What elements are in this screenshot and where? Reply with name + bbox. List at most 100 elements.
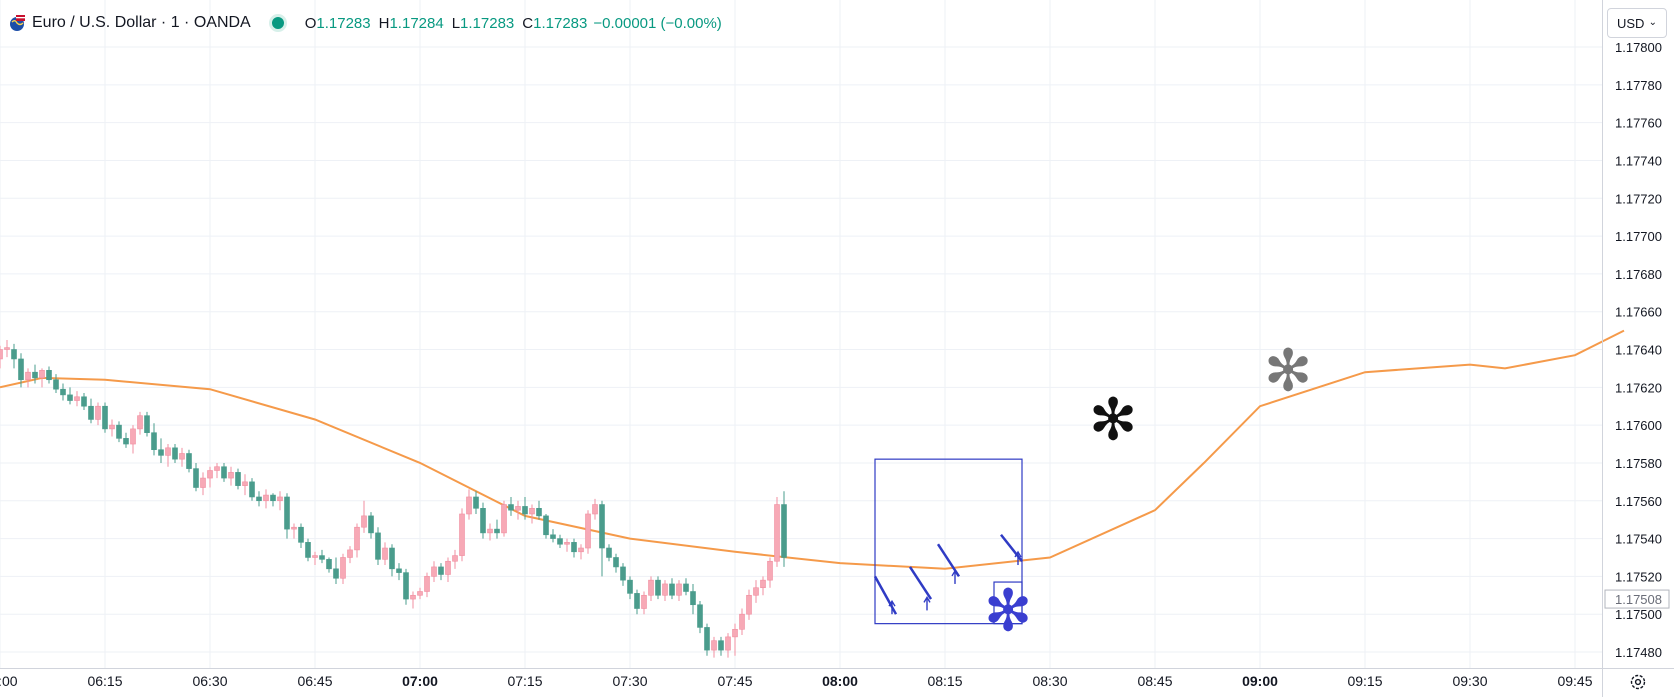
candle-down — [53, 374, 59, 393]
candle-down — [557, 534, 563, 549]
time-tick-label: 07:00 — [402, 673, 438, 689]
candle-down — [305, 538, 311, 562]
current-price-label: 1.17508 — [1615, 592, 1662, 607]
candle-body — [137, 415, 143, 430]
candle-down — [403, 568, 409, 605]
candle-body — [494, 528, 500, 534]
candle-up — [0, 345, 3, 369]
candle-up — [732, 623, 738, 656]
time-tick-label: 08:30 — [1032, 673, 1067, 689]
gear-icon[interactable] — [1624, 668, 1652, 696]
candle-body — [466, 496, 472, 515]
candle-body — [704, 627, 710, 651]
candle-body — [340, 557, 346, 579]
candle-up — [452, 549, 458, 569]
candle-body — [193, 468, 199, 488]
candle-body — [529, 508, 535, 515]
flag-globe-icon[interactable] — [8, 14, 26, 32]
candle-down — [389, 544, 395, 577]
candle-down — [11, 343, 17, 369]
price-tick-label: 1.17580 — [1615, 456, 1662, 471]
candle-body — [690, 591, 696, 606]
candle-up — [291, 523, 297, 539]
candle-body — [270, 494, 276, 502]
candle-down — [634, 589, 640, 615]
candle-body — [634, 593, 640, 609]
candle-down — [571, 538, 577, 558]
candle-down — [144, 411, 150, 437]
currency-button[interactable]: USD ⌄ — [1607, 8, 1667, 38]
candle-up — [214, 462, 220, 479]
candle-body — [4, 347, 10, 350]
candle-down — [620, 563, 626, 586]
candle-body — [592, 504, 598, 515]
candle-body — [606, 547, 612, 558]
candle-body — [95, 405, 101, 420]
candle-body — [627, 579, 633, 594]
candle-body — [550, 534, 556, 539]
candle-down — [116, 421, 122, 443]
close-value: 1.17283 — [533, 14, 588, 32]
candle-body — [571, 542, 577, 553]
moving-average-layer — [0, 329, 1625, 570]
candle-body — [151, 432, 157, 451]
candle-body — [123, 438, 129, 445]
candle-body — [305, 542, 311, 558]
candle-body — [781, 504, 787, 558]
candle-up — [564, 538, 570, 552]
asterisk-mark: ✻ — [1264, 336, 1313, 404]
candle-body — [256, 496, 262, 502]
candle-body — [767, 560, 773, 581]
candle-body — [53, 379, 59, 390]
price-tick-label: 1.17560 — [1615, 494, 1662, 509]
candle-body — [347, 549, 353, 558]
price-tick-label: 1.17500 — [1615, 607, 1662, 622]
candle-up — [711, 636, 717, 658]
candle-body — [102, 405, 108, 430]
candle-up — [585, 510, 591, 554]
candle-down — [172, 444, 178, 463]
candle-body — [536, 508, 542, 517]
candle-down — [151, 423, 157, 456]
candle-body — [39, 369, 45, 379]
grid — [0, 0, 1602, 668]
candle-down — [298, 523, 304, 549]
candle-up — [487, 523, 493, 541]
annotation-segment — [873, 575, 898, 615]
time-tick-label: 06:30 — [192, 673, 227, 689]
candle-body — [501, 504, 507, 534]
candle-body — [403, 572, 409, 600]
candle-down — [599, 500, 605, 577]
candle-body — [18, 358, 24, 381]
candle-up — [592, 498, 598, 520]
candle-up — [529, 504, 535, 524]
candle-body — [620, 566, 626, 581]
candle-up — [200, 472, 206, 496]
candle-up — [207, 466, 213, 488]
price-tick-label: 1.17780 — [1615, 78, 1662, 93]
candle-body — [396, 568, 402, 573]
price-tick-label: 1.17600 — [1615, 418, 1662, 433]
candle-body — [207, 470, 213, 479]
candle-body — [298, 526, 304, 543]
candle-down — [256, 491, 262, 507]
open-label: O — [304, 14, 317, 32]
candle-down — [536, 500, 542, 520]
annotation-arrow-head — [951, 569, 959, 577]
symbol-title[interactable]: Euro / U.S. Dollar · 1 · OANDA — [32, 14, 251, 31]
candle-body — [473, 496, 479, 509]
candle-body — [242, 481, 248, 486]
candle-up — [501, 500, 507, 537]
price-tick-label: 1.17520 — [1615, 569, 1662, 584]
candle-body — [382, 547, 388, 560]
candle-body — [438, 566, 444, 575]
candle-down — [396, 563, 402, 581]
annotation-arrow-head — [1014, 550, 1022, 558]
candle-down — [690, 583, 696, 615]
candle-body — [32, 371, 38, 379]
candle-down — [270, 493, 276, 507]
candle-body — [109, 424, 115, 430]
candle-body — [564, 542, 570, 545]
candle-up — [459, 508, 465, 562]
